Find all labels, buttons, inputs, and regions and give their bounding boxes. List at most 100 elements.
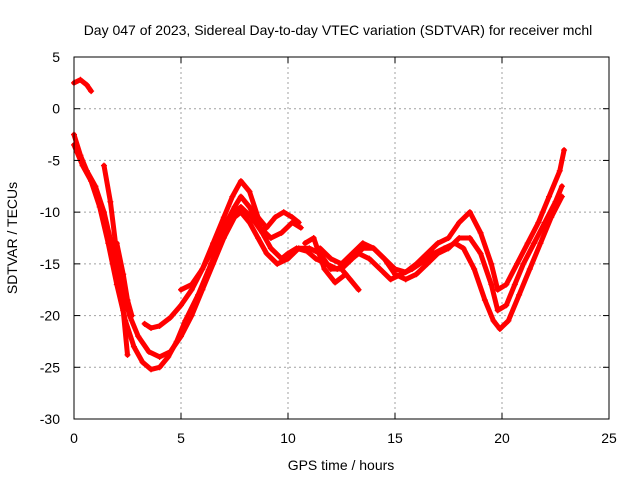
data-point	[548, 214, 555, 221]
data-point	[338, 266, 345, 273]
data-point	[511, 281, 518, 288]
data-point	[505, 317, 512, 324]
data-point	[77, 76, 84, 83]
data-point	[503, 281, 510, 288]
data-point	[531, 240, 538, 247]
data-point	[355, 286, 362, 293]
data-point	[120, 307, 127, 314]
data-point	[130, 343, 137, 350]
data-point	[451, 240, 458, 247]
data-point	[237, 193, 244, 200]
data-point	[195, 291, 202, 298]
data-point	[445, 235, 452, 241]
y-tick-label: -30	[40, 411, 60, 427]
x-tick-label: 0	[70, 430, 78, 446]
data-point	[466, 235, 473, 241]
data-point	[246, 203, 253, 210]
data-point	[424, 250, 431, 257]
data-point	[79, 162, 86, 169]
data-point	[88, 178, 95, 185]
data-point	[561, 147, 568, 154]
data-point	[477, 229, 484, 236]
data-point	[494, 286, 501, 293]
data-point	[267, 235, 274, 241]
data-point	[255, 235, 262, 241]
series-arc-5	[113, 240, 135, 319]
data-point	[381, 255, 388, 262]
data-point	[188, 281, 195, 288]
data-point	[558, 183, 565, 190]
data-point	[460, 245, 467, 252]
data-point	[524, 240, 531, 247]
data-point	[278, 229, 285, 236]
data-point	[310, 235, 317, 241]
data-point	[456, 219, 463, 226]
data-point	[280, 209, 287, 216]
data-point	[513, 260, 520, 267]
data-point	[456, 235, 463, 241]
data-point	[546, 193, 553, 200]
data-point	[231, 203, 238, 210]
data-point	[520, 260, 527, 267]
data-point	[107, 198, 114, 205]
data-point	[156, 322, 163, 329]
data-point	[100, 162, 107, 169]
data-point	[347, 276, 354, 283]
data-point	[135, 333, 142, 340]
data-point	[488, 281, 495, 288]
series-band	[71, 77, 94, 94]
data-point	[490, 317, 497, 324]
data-point	[488, 260, 495, 267]
data-point	[207, 260, 214, 267]
y-tick-label: -15	[40, 256, 60, 272]
data-point	[246, 188, 253, 195]
data-point	[327, 255, 334, 262]
data-point	[165, 353, 172, 360]
data-point	[430, 250, 437, 257]
data-point	[156, 353, 163, 360]
data-point	[88, 88, 95, 95]
data-point	[156, 364, 163, 371]
plot-frame	[73, 56, 610, 420]
series-band	[114, 240, 135, 319]
data-point	[96, 203, 103, 210]
data-point	[278, 255, 285, 262]
data-series	[71, 76, 568, 373]
chart-title: Day 047 of 2023, Sidereal Day-to-day VTE…	[84, 22, 593, 38]
data-point	[246, 219, 253, 226]
y-tick-label: -25	[40, 359, 60, 375]
data-point	[257, 224, 264, 231]
y-tick-label: -20	[40, 308, 60, 324]
data-point	[387, 276, 394, 283]
x-tick-label: 20	[494, 430, 510, 446]
data-point	[139, 359, 146, 366]
x-tick-label: 10	[280, 430, 296, 446]
x-axis-label: GPS time / hours	[288, 457, 395, 473]
data-point	[349, 250, 356, 257]
data-point	[237, 178, 244, 185]
data-point	[105, 240, 112, 247]
data-point	[148, 324, 155, 331]
data-point	[289, 214, 296, 221]
data-point	[312, 255, 319, 262]
data-point	[537, 240, 544, 247]
y-tick-label: 0	[52, 101, 60, 117]
series-arc-8	[317, 147, 568, 293]
data-point	[267, 245, 274, 252]
x-tick-label: 25	[601, 430, 617, 446]
data-point	[182, 317, 189, 324]
data-point	[366, 255, 373, 262]
data-point	[441, 245, 448, 252]
data-point	[359, 240, 366, 247]
data-point	[285, 250, 291, 257]
data-point	[237, 203, 244, 210]
data-point	[124, 297, 131, 304]
data-point	[199, 266, 206, 273]
data-point	[148, 366, 155, 373]
data-point	[355, 250, 362, 257]
data-point	[471, 266, 478, 273]
data-point	[302, 240, 309, 247]
data-point	[535, 219, 542, 226]
data-point	[272, 214, 279, 221]
